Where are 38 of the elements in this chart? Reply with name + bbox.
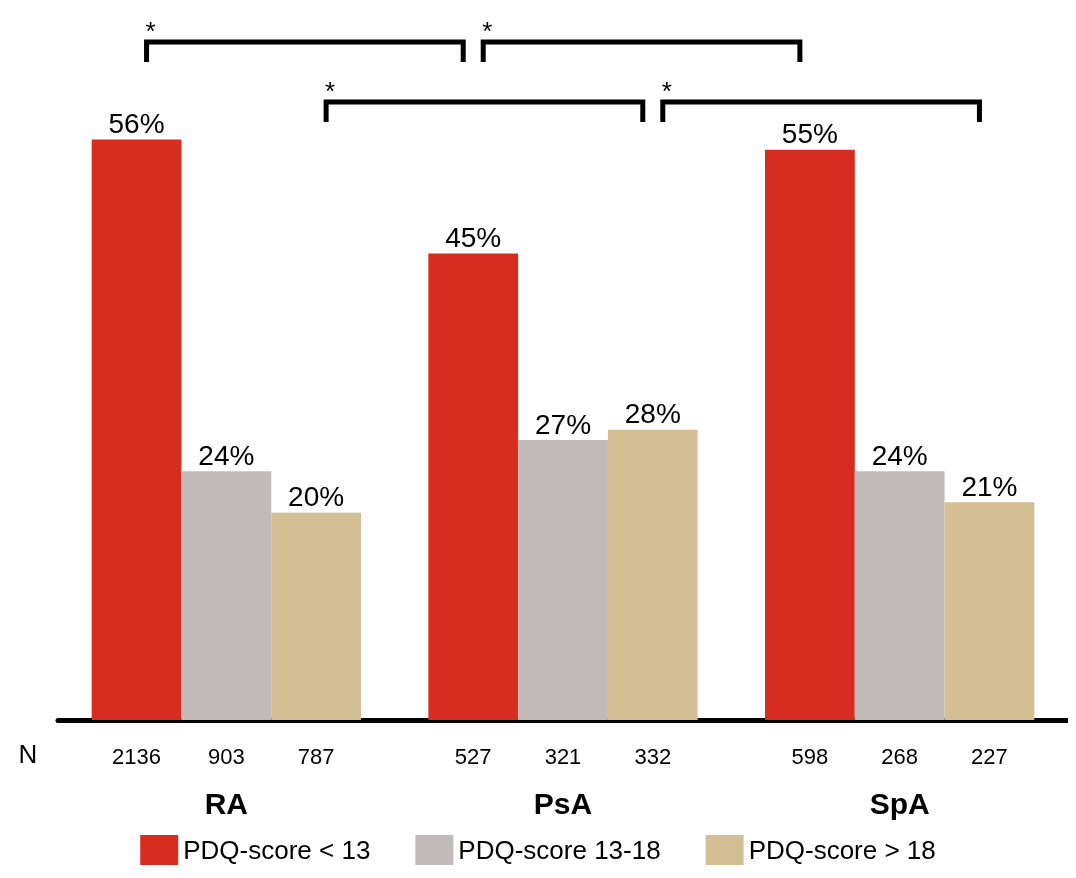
data-label: 55%: [781, 118, 838, 150]
legend-label: PDQ-score 13-18: [458, 835, 661, 865]
data-label: 27%: [534, 408, 592, 440]
x-tick-label: SpA: [869, 786, 930, 820]
text: N: [18, 739, 38, 769]
bar: [91, 139, 182, 720]
text: *: [482, 16, 493, 46]
text: 321: [544, 743, 582, 769]
text: *: [661, 76, 672, 106]
text: 903: [207, 743, 245, 769]
text: 227: [971, 743, 1008, 769]
bar: [944, 502, 1035, 720]
data-label: 24%: [871, 439, 928, 471]
data-label: 24%: [198, 439, 255, 471]
data-label: 56%: [108, 107, 165, 139]
bar: [181, 471, 272, 720]
bar: [854, 471, 945, 720]
data-label: 45%: [445, 222, 502, 253]
text: 598: [791, 743, 829, 769]
text: 332: [634, 743, 672, 769]
legend-label: PDQ-score < 13: [183, 835, 371, 865]
text: *: [145, 16, 156, 46]
data-label: 28%: [624, 398, 681, 430]
legend-label: PDQ-score > 18: [748, 835, 936, 865]
text: 787: [297, 743, 335, 769]
x-tick-label: PsA: [533, 786, 593, 820]
text: 2136: [112, 743, 162, 769]
text: *: [325, 76, 336, 106]
text: 527: [454, 743, 492, 769]
text: 268: [881, 743, 919, 769]
bar: [607, 429, 698, 720]
data-label: 21%: [961, 470, 1018, 502]
bar: [518, 440, 608, 720]
bar: [428, 253, 519, 720]
x-tick-label: RA: [204, 786, 249, 820]
data-label: 20%: [288, 481, 345, 513]
bar: [271, 512, 361, 720]
bar: [765, 149, 855, 720]
